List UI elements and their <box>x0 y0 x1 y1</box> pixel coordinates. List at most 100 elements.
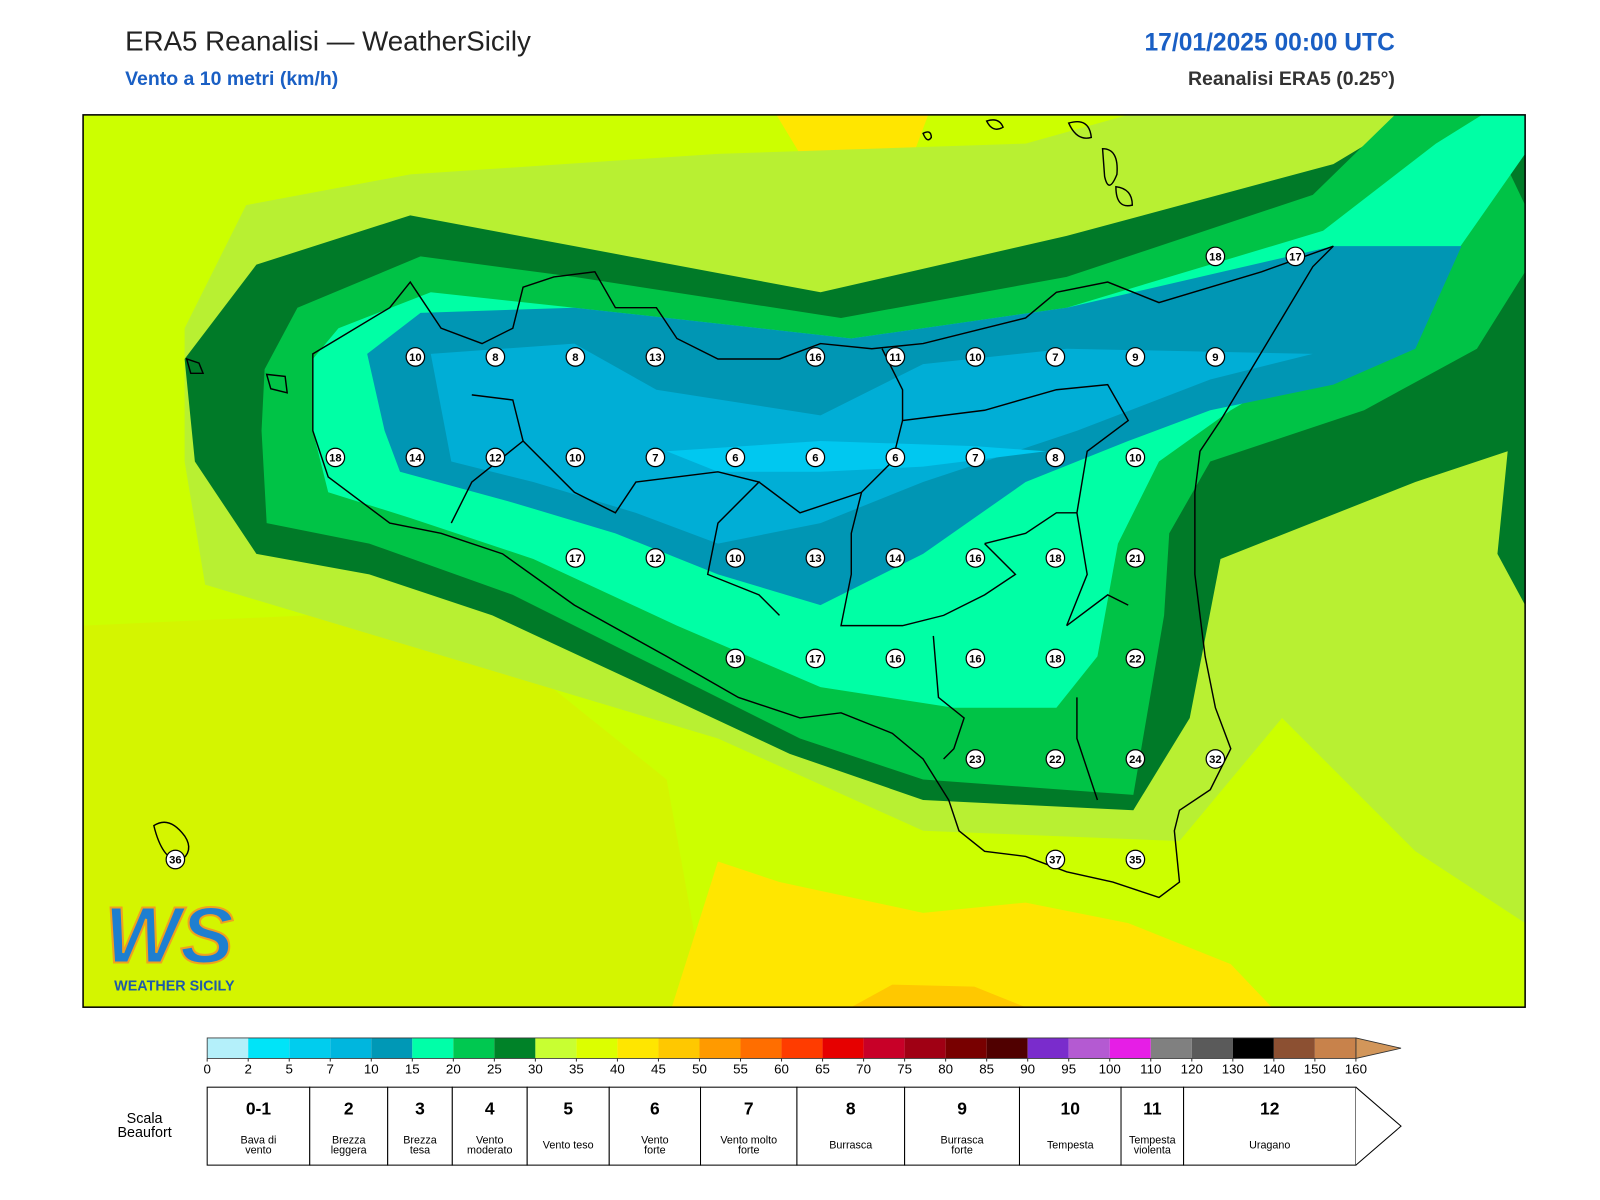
beaufort-force: 9 <box>957 1098 967 1118</box>
point-marker <box>165 849 186 870</box>
point-marker <box>965 347 986 367</box>
point-label: 6 <box>812 452 818 464</box>
point-label: 7 <box>652 452 658 464</box>
colorbar-tick-label: 25 <box>487 1061 502 1076</box>
colorbar-tick-label: 100 <box>1099 1061 1121 1076</box>
beaufort-box <box>796 1086 906 1166</box>
point-marker <box>645 447 666 468</box>
beaufort-force: 7 <box>744 1098 754 1118</box>
colorbar-tick-label: 150 <box>1304 1061 1326 1076</box>
point-marker <box>725 548 746 568</box>
beaufort-description: forte <box>738 1145 760 1157</box>
point-label: 8 <box>492 352 498 364</box>
colorbar-segment <box>986 1037 1028 1059</box>
beaufort-box <box>608 1086 702 1166</box>
point-label: 16 <box>889 653 902 665</box>
point-marker <box>725 648 746 669</box>
colorbar-segment <box>1068 1037 1110 1059</box>
colorbar-tick-label: 90 <box>1020 1061 1035 1076</box>
point-label: 36 <box>169 854 182 866</box>
point-marker <box>1045 648 1066 669</box>
colorbar-segment <box>371 1037 413 1059</box>
beaufort-description: Tempesta <box>1129 1134 1176 1146</box>
beaufort-description: Bava di <box>241 1134 277 1146</box>
colorbar-tick-label: 60 <box>774 1061 789 1076</box>
beaufort-box <box>387 1086 453 1166</box>
colorbar-tick-label: 120 <box>1181 1061 1203 1076</box>
beaufort-force: 12 <box>1260 1098 1279 1118</box>
colorbar-segment <box>617 1037 659 1059</box>
map <box>83 114 1526 1008</box>
point-label: 14 <box>409 452 422 464</box>
colorbar-tick-label: 95 <box>1061 1061 1076 1076</box>
point-label: 35 <box>1129 854 1142 866</box>
logo: WS WEATHER SICILY <box>104 890 235 995</box>
point-label: 12 <box>489 452 502 464</box>
point-marker <box>325 447 346 468</box>
point-label: 10 <box>729 553 742 565</box>
point-marker <box>805 548 826 568</box>
beaufort-description: Burrasca <box>829 1139 872 1151</box>
beaufort-description: Burrasca <box>941 1134 984 1146</box>
colorbar-tick-label: 80 <box>938 1061 953 1076</box>
beaufort-force: 6 <box>650 1098 660 1118</box>
field <box>851 984 1026 1008</box>
point-marker <box>1125 347 1146 367</box>
point-marker <box>405 447 426 468</box>
colorbar-tick-label: 35 <box>569 1061 584 1076</box>
colorbar-tick-label: 50 <box>692 1061 707 1076</box>
beaufort-description: Uragano <box>1249 1139 1290 1151</box>
point-label: 24 <box>1129 754 1142 766</box>
colorbar-tick-label: 45 <box>651 1061 666 1076</box>
title: ERA5 Reanalisi — WeatherSicily <box>125 25 531 56</box>
beaufort-description: tesa <box>410 1145 430 1157</box>
colorbar-tick-label: 30 <box>528 1061 543 1076</box>
colorbar-segment <box>740 1037 782 1059</box>
colorbar-tick-label: 20 <box>446 1061 461 1076</box>
colorbar-segment <box>576 1037 618 1059</box>
colorbar-tick-label: 130 <box>1222 1061 1244 1076</box>
colorbar-segment <box>289 1037 331 1059</box>
logo-text: WEATHER SICILY <box>114 978 235 994</box>
field <box>83 615 708 1008</box>
point-marker <box>1125 749 1146 769</box>
point-marker <box>405 347 426 367</box>
beaufort-description: Vento teso <box>543 1139 594 1151</box>
point-label: 23 <box>969 754 982 766</box>
point-label: 19 <box>729 653 742 665</box>
colorbar-segment <box>1314 1037 1356 1059</box>
point-marker <box>885 648 906 669</box>
point-label: 10 <box>409 352 422 364</box>
beaufort-box <box>904 1086 1020 1166</box>
beaufort-box <box>699 1086 798 1166</box>
beaufort-force: 10 <box>1061 1098 1080 1118</box>
colorbar-tick-label: 0 <box>203 1061 210 1076</box>
point-label: 6 <box>892 452 898 464</box>
point-label: 16 <box>809 352 822 364</box>
colorbar-tick-label: 160 <box>1345 1061 1367 1076</box>
point-marker <box>965 749 986 769</box>
point-label: 17 <box>1289 251 1302 263</box>
point-marker <box>1045 749 1066 769</box>
point-marker <box>805 648 826 669</box>
point-label: 16 <box>969 553 982 565</box>
point-label: 9 <box>1212 352 1218 364</box>
colorbar-segment <box>412 1037 454 1059</box>
point-label: 21 <box>1129 553 1142 565</box>
point-marker <box>1205 749 1226 769</box>
colorbar-tick-label: 10 <box>364 1061 379 1076</box>
point-marker <box>725 447 746 468</box>
colorbar-segment <box>904 1037 946 1059</box>
colorbar-segment <box>658 1037 700 1059</box>
point-label: 7 <box>972 452 978 464</box>
field <box>666 441 1047 472</box>
beaufort-description: vento <box>245 1145 271 1157</box>
point-marker <box>1125 849 1146 870</box>
beaufort-description: forte <box>644 1145 666 1157</box>
beaufort-box <box>1183 1086 1357 1166</box>
point-label: 22 <box>1129 653 1142 665</box>
beaufort-box <box>451 1086 528 1166</box>
point-marker <box>565 447 586 468</box>
field <box>671 861 1272 1008</box>
